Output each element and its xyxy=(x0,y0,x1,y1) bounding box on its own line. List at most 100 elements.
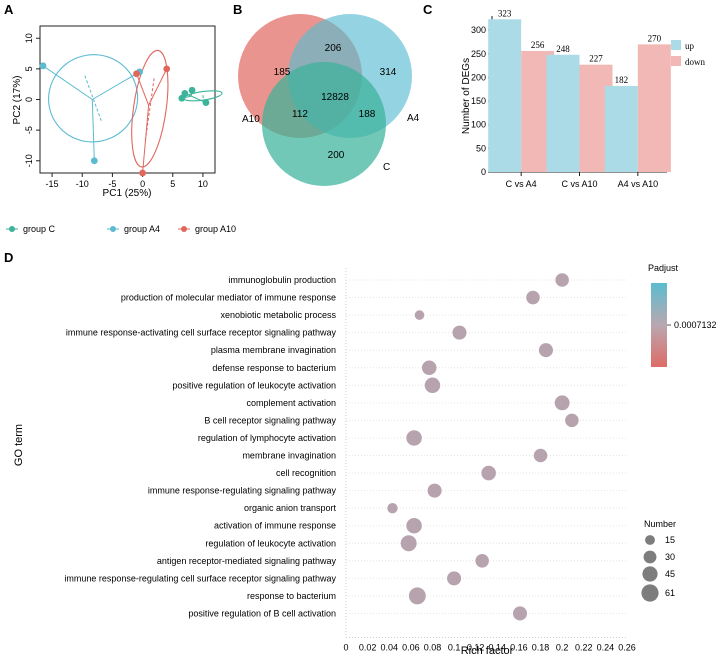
padjust-gradient-bar xyxy=(651,283,667,367)
go-x-tick-label: 0.18 xyxy=(532,642,550,652)
go-term-label: production of molecular mediator of immu… xyxy=(121,293,336,303)
go-dot xyxy=(481,465,496,481)
venn-diagram: 185 206 314 12828 112 188 200 A10 A4 C xyxy=(238,14,420,186)
number-legend-label: 15 xyxy=(665,535,675,545)
deg-bar-value-label: 256 xyxy=(531,40,545,50)
pca-point-group-a4 xyxy=(39,62,47,70)
go-grid xyxy=(346,279,627,614)
pca-y-tick-label: -10 xyxy=(24,154,34,167)
go-dot xyxy=(421,360,437,376)
go-x-axis-label: Rich factor xyxy=(461,645,514,657)
go-dot xyxy=(400,535,417,552)
deg-bar-value-label: 323 xyxy=(498,8,512,18)
deg-x-tick-label: A4 vs A10 xyxy=(618,179,659,189)
go-dot xyxy=(538,343,553,358)
go-term-label: plasma membrane invagination xyxy=(211,345,336,355)
deg-x-tick-label: C vs A4 xyxy=(506,179,537,189)
pca-point-group-c xyxy=(188,86,196,94)
go-term-label: immune response-regulating signaling pat… xyxy=(148,486,337,496)
deg-bar-value-label: 227 xyxy=(589,54,603,64)
go-dot xyxy=(565,413,579,428)
go-dot xyxy=(452,325,467,340)
pca-ellipse-group-a4 xyxy=(48,54,139,143)
deg-y-tick-label: 100 xyxy=(471,120,486,130)
venn-count-a10-only: 185 xyxy=(274,67,291,78)
pca-x-tick-label: 5 xyxy=(170,179,175,189)
pca-point-group-a10 xyxy=(139,169,146,177)
deg-bar-down xyxy=(637,44,671,173)
go-x-tick-label: 0.06 xyxy=(402,642,420,652)
number-legend-circle xyxy=(643,550,657,564)
go-x-tick-label: 0.02 xyxy=(359,642,377,652)
go-term-label: regulation of leukocyte activation xyxy=(205,538,336,548)
go-y-axis-label: GO term xyxy=(13,424,25,466)
go-dot xyxy=(555,273,569,287)
venn-count-a4-only: 314 xyxy=(380,67,397,78)
deg-bar-value-label: 182 xyxy=(615,75,629,85)
go-dot xyxy=(414,310,425,320)
pca-legend-label-group-a10: group A10 xyxy=(195,224,236,234)
pca-x-tick-label: -15 xyxy=(46,179,59,189)
go-term-label: antigen receptor-mediated signaling path… xyxy=(157,556,337,566)
deg-y-tick-label: 250 xyxy=(471,49,486,59)
pca-points xyxy=(39,62,210,177)
pca-x-tick-label: 0 xyxy=(140,179,145,189)
deg-bar-chart: 0 50 100 150 200 250 300 C vs A4 C vs A10 A4 vs A… xyxy=(461,8,705,189)
pca-legend-marker-group-a4 xyxy=(110,226,116,232)
number-legend-circle xyxy=(645,535,655,545)
venn-set-label-c: C xyxy=(383,162,390,173)
deg-y-tick-label: 300 xyxy=(471,25,486,35)
deg-legend-label-up: up xyxy=(685,41,695,51)
go-dot xyxy=(447,571,462,586)
go-dot xyxy=(424,377,441,394)
go-term-label: immunoglobulin production xyxy=(228,275,336,285)
pca-spoke-group-a4 xyxy=(42,65,93,100)
go-dot xyxy=(387,502,398,514)
pca-plot: -15 -10 -5 0 5 10 -10 -5 0 5 10 PC1 (25%) PC2 (17%… xyxy=(6,25,236,234)
go-term-label: activation of immune response xyxy=(214,521,336,531)
go-term-label: response to bacterium xyxy=(247,591,336,601)
deg-y-tick-label: 0 xyxy=(481,167,486,177)
go-x-tick-label: 0.16 xyxy=(510,642,528,652)
go-x-tick-label: 0.08 xyxy=(424,642,442,652)
number-legend-title: Number xyxy=(644,519,676,529)
pca-legend: group C group A4 group A10 xyxy=(6,224,236,234)
go-dot xyxy=(406,430,422,446)
deg-bar-up xyxy=(488,19,522,172)
pca-point-group-c xyxy=(202,99,210,106)
deg-legend-swatch-up xyxy=(671,40,681,50)
go-term-label: cell recognition xyxy=(276,468,336,478)
go-term-label: regulation of lymphocyte activation xyxy=(198,433,336,443)
go-dots xyxy=(387,273,579,621)
go-term-label: B cell receptor signaling pathway xyxy=(204,415,336,425)
panel-label-d: D xyxy=(4,250,13,265)
go-term-label: complement activation xyxy=(246,398,336,408)
venn-count-a10-c: 112 xyxy=(292,109,308,120)
pca-x-tick-label: -10 xyxy=(76,179,89,189)
pca-spoke-group-a10 xyxy=(142,105,150,174)
venn-circle-c xyxy=(262,62,386,186)
deg-legend-label-down: down xyxy=(685,57,705,67)
go-axes: 0 0.02 0.04 0.06 0.08 0.1 0.12 0.14 0.16 0.18 0.2 0… xyxy=(64,268,636,652)
venn-count-all: 12828 xyxy=(321,92,349,103)
pca-y-tick-label: 10 xyxy=(24,33,34,43)
go-term-label: xenobiotic metabolic process xyxy=(220,310,336,320)
deg-bars: 323 256 248 227 182 270 xyxy=(488,8,671,173)
number-legend-circle xyxy=(642,566,658,582)
pca-legend-label-group-c: group C xyxy=(23,224,56,234)
pca-point-group-a10 xyxy=(133,70,140,78)
deg-y-axis-label: Number of DEGs xyxy=(461,58,472,134)
go-term-label: positive regulation of B cell activation xyxy=(188,608,336,618)
deg-y-tick-label: 50 xyxy=(476,143,486,153)
number-legend-label: 30 xyxy=(665,552,675,562)
go-x-tick-label: 0.2 xyxy=(556,642,569,652)
deg-bar-value-label: 248 xyxy=(556,44,570,54)
go-x-tick-label: 0.26 xyxy=(618,642,636,652)
pca-spoke-group-a4 xyxy=(91,99,95,161)
go-dot xyxy=(427,483,442,498)
go-dot xyxy=(526,290,540,305)
pca-spoke-group-a4 xyxy=(92,71,140,100)
go-term-label: positive regulation of leukocyte activat… xyxy=(172,380,336,390)
pca-spoke-group-a10 xyxy=(136,73,150,106)
